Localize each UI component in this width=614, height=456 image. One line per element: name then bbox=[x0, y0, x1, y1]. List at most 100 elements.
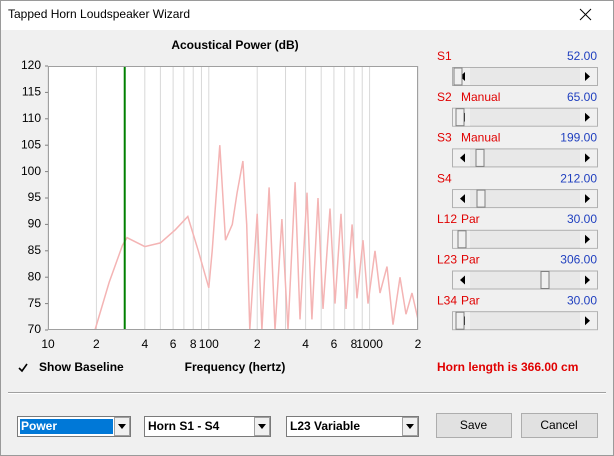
window-title: Tapped Horn Loudspeaker Wizard bbox=[8, 7, 190, 21]
slider-mode: Manual bbox=[461, 131, 500, 145]
arrow-icon bbox=[585, 234, 590, 244]
slider-track[interactable] bbox=[452, 229, 598, 249]
slider-mode: Manual bbox=[461, 90, 500, 104]
slider-mode: Par bbox=[461, 253, 480, 267]
arrow-icon bbox=[585, 153, 590, 163]
slider-mode: Par bbox=[461, 293, 480, 307]
slider-thumb[interactable] bbox=[455, 311, 465, 330]
slider-value: 212.00 bbox=[560, 171, 597, 185]
arrow-icon bbox=[460, 194, 465, 204]
button[interactable]: Cancel bbox=[521, 413, 598, 438]
slider-thumb[interactable] bbox=[476, 189, 486, 208]
slider-label: L12 bbox=[437, 212, 457, 226]
y-tick-label: 115 bbox=[22, 85, 41, 99]
arrow-icon bbox=[585, 275, 590, 285]
y-tick-label: 95 bbox=[28, 190, 42, 204]
slider-track[interactable] bbox=[452, 148, 598, 168]
slider-label: S4 bbox=[437, 171, 452, 185]
button-label[interactable]: Cancel bbox=[540, 418, 577, 432]
slider-label: L34 bbox=[437, 293, 457, 307]
dropdown[interactable]: Horn S1 - S4 bbox=[144, 416, 271, 437]
arrow-icon bbox=[585, 316, 590, 326]
y-tick-label: 80 bbox=[28, 269, 42, 283]
data-line bbox=[94, 145, 418, 330]
x-tick-label: 2 bbox=[415, 337, 422, 351]
slider[interactable] bbox=[452, 107, 598, 127]
slider-label: S1 bbox=[437, 49, 452, 63]
dropdown-value[interactable]: Horn S1 - S4 bbox=[148, 419, 220, 433]
button[interactable]: Save bbox=[436, 413, 512, 438]
dropdown-arrow bbox=[258, 424, 266, 429]
x-tick-label: 2 bbox=[93, 337, 100, 351]
arrow-icon bbox=[585, 194, 590, 204]
plot-border bbox=[48, 66, 418, 330]
slider[interactable] bbox=[452, 311, 598, 331]
slider-thumb[interactable] bbox=[457, 230, 467, 249]
slider-label: S3 bbox=[437, 131, 452, 145]
slider[interactable] bbox=[452, 67, 598, 86]
slider-value: 30.00 bbox=[567, 212, 597, 226]
y-tick-label: 105 bbox=[21, 137, 41, 151]
x-tick-label: 8 bbox=[190, 337, 197, 351]
slider-value: 30.00 bbox=[567, 293, 597, 307]
dropdown[interactable]: L23 Variable bbox=[286, 416, 419, 437]
x-tick-label: 4 bbox=[141, 337, 148, 351]
arrow-icon bbox=[460, 153, 465, 163]
slider-track[interactable] bbox=[452, 107, 598, 127]
button-label[interactable]: Save bbox=[460, 418, 488, 432]
slider-thumb[interactable] bbox=[453, 67, 463, 86]
x-tick-label: 100 bbox=[199, 337, 219, 351]
slider-value: 52.00 bbox=[567, 49, 597, 63]
y-tick-label: 75 bbox=[28, 296, 42, 310]
dropdown-box[interactable] bbox=[286, 416, 419, 437]
slider-mode: Par bbox=[461, 212, 480, 226]
slider-value: 306.00 bbox=[560, 253, 597, 267]
button-face[interactable] bbox=[521, 413, 598, 438]
close-button[interactable] bbox=[579, 8, 592, 21]
x-tick-label: 4 bbox=[302, 337, 309, 351]
slider-value: 65.00 bbox=[567, 90, 597, 104]
x-tick-label: 6 bbox=[331, 337, 338, 351]
slider-thumb[interactable] bbox=[475, 148, 485, 167]
dropdown-value[interactable]: Power bbox=[21, 419, 57, 433]
y-tick-label: 70 bbox=[28, 322, 42, 336]
dropdown-box[interactable] bbox=[144, 416, 271, 437]
slider-value: 199.00 bbox=[560, 131, 597, 145]
slider-thumb[interactable] bbox=[540, 271, 550, 289]
x-tick-label: 10 bbox=[41, 337, 55, 351]
title-bar bbox=[0, 0, 614, 30]
slider[interactable] bbox=[452, 148, 598, 168]
y-tick-label: 100 bbox=[21, 164, 41, 178]
dropdown-value[interactable]: L23 Variable bbox=[290, 419, 360, 433]
arrow-icon bbox=[585, 72, 590, 81]
slider-thumb[interactable] bbox=[455, 108, 465, 127]
arrow-icon bbox=[585, 112, 590, 122]
horn-length: Horn length is 366.00 cm bbox=[437, 360, 578, 374]
chart-title: Acoustical Power (dB) bbox=[171, 38, 298, 52]
x-tick-label: 8 bbox=[351, 337, 358, 351]
y-tick-label: 85 bbox=[28, 243, 42, 257]
slider[interactable] bbox=[452, 229, 598, 249]
checkbox-label[interactable]: Show Baseline bbox=[39, 360, 124, 374]
slider-track[interactable] bbox=[452, 270, 598, 290]
checkbox[interactable]: Show Baseline bbox=[17, 360, 125, 374]
dropdown-selection bbox=[20, 419, 113, 434]
arrow-icon bbox=[460, 275, 465, 285]
slider-track[interactable] bbox=[452, 189, 598, 209]
check-mark bbox=[18, 363, 28, 373]
dropdown-arrow bbox=[406, 424, 414, 429]
slider-label: L23 bbox=[437, 253, 457, 267]
slider-track[interactable] bbox=[452, 311, 598, 331]
checkbox-box[interactable] bbox=[17, 362, 29, 374]
button-face[interactable] bbox=[436, 413, 512, 438]
x-tick-label: 6 bbox=[170, 337, 177, 351]
x-tick-label: 2 bbox=[254, 337, 261, 351]
dropdown[interactable]: Power bbox=[17, 416, 131, 437]
slider-track[interactable] bbox=[452, 67, 598, 86]
y-tick-label: 90 bbox=[28, 217, 42, 231]
y-tick-label: 110 bbox=[22, 111, 41, 125]
slider[interactable] bbox=[452, 189, 598, 209]
slider[interactable] bbox=[452, 270, 598, 290]
dropdown-arrow bbox=[118, 424, 126, 429]
